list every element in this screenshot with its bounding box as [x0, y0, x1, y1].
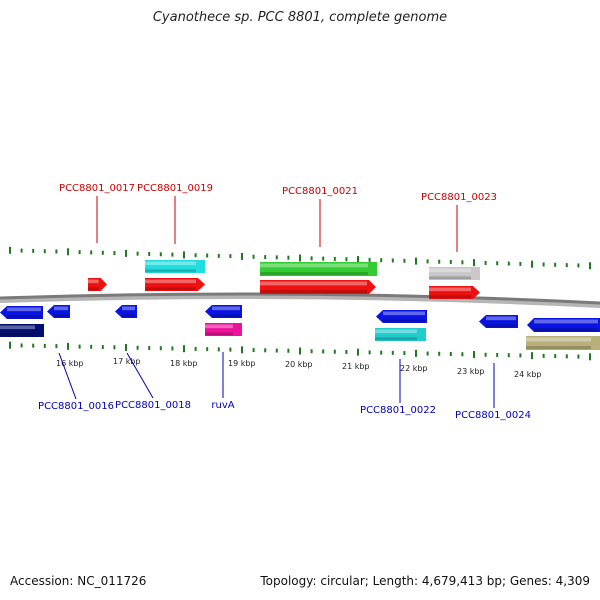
gene-label[interactable]: PCC8801_0016	[38, 401, 114, 412]
gene-feature-f18[interactable]	[526, 336, 600, 350]
gene-feature-f7[interactable]	[145, 278, 205, 291]
scale-label: 17 kbp	[113, 357, 141, 366]
scale-label: 18 kbp	[170, 359, 198, 368]
map-title: Cyanothece sp. PCC 8801, complete genome	[152, 10, 448, 25]
scale-labels: 16 kbp 17 kbp 18 kbp 19 kbp 20 kbp 21 kbp 22 k…	[56, 357, 542, 379]
gene-feature-f8[interactable]	[205, 305, 242, 318]
gene-feature-f17[interactable]	[527, 318, 600, 332]
label-leader-line	[58, 352, 77, 400]
backbone-shadow	[0, 293, 600, 308]
gene-label[interactable]: PCC8801_0023	[421, 192, 497, 203]
gene-feature-f5[interactable]	[115, 305, 137, 318]
gene-feature-f13[interactable]	[375, 328, 426, 341]
tick-row-top	[9, 246, 591, 270]
gene-feature-f9[interactable]	[205, 323, 242, 336]
gene-feature-f4[interactable]	[88, 278, 107, 291]
scale-label: 21 kbp	[342, 362, 370, 371]
gene-feature-f1[interactable]	[0, 306, 43, 319]
scale-label: 19 kbp	[228, 359, 256, 368]
gene-feature-f6[interactable]	[145, 260, 205, 273]
gene-feature-f10[interactable]	[260, 262, 377, 276]
gene-feature-f2[interactable]	[0, 324, 44, 337]
scale-label: 22 kbp	[400, 364, 428, 373]
scale-label: 20 kbp	[285, 360, 313, 369]
gene-label[interactable]: PCC8801_0024	[455, 410, 531, 421]
tick-row-bottom	[9, 341, 591, 361]
gene-feature-f14[interactable]	[429, 267, 480, 280]
scale-label: 24 kbp	[514, 370, 542, 379]
gene-feature-f11[interactable]	[260, 280, 376, 294]
gene-label[interactable]: PCC8801_0017	[59, 183, 135, 194]
gene-feature-f15[interactable]	[429, 286, 480, 299]
gene-label[interactable]: PCC8801_0018	[115, 400, 191, 411]
scale-label: 16 kbp	[56, 359, 84, 368]
gene-label[interactable]: ruvA	[211, 400, 234, 411]
gene-label[interactable]: PCC8801_0019	[137, 183, 213, 194]
feature-track	[0, 260, 600, 350]
genome-summary: Topology: circular; Length: 4,679,413 bp…	[260, 574, 590, 588]
genome-backbone	[0, 292, 600, 305]
accession-text: Accession: NC_011726	[10, 574, 147, 588]
gene-label[interactable]: PCC8801_0021	[282, 186, 358, 197]
label-leader-line	[126, 352, 154, 399]
gene-feature-f16[interactable]	[479, 315, 518, 328]
scale-label: 23 kbp	[457, 367, 485, 376]
gene-feature-f12[interactable]	[376, 310, 427, 323]
gene-label[interactable]: PCC8801_0022	[360, 405, 436, 416]
gene-labels: PCC8801_0017 PCC8801_0019 PCC8801_0021 PCC8…	[38, 183, 531, 421]
gene-feature-f3[interactable]	[47, 305, 70, 318]
